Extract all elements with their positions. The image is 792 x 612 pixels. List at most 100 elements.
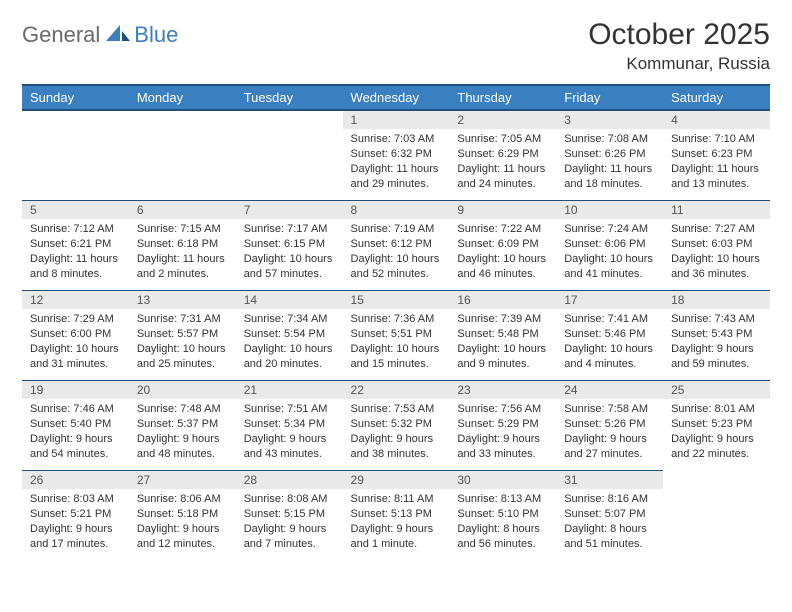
sunrise-line: Sunrise: 7:05 AM [457,132,548,147]
day-cell: 8Sunrise: 7:19 AMSunset: 6:12 PMDaylight… [343,200,450,290]
day-details: Sunrise: 8:03 AMSunset: 5:21 PMDaylight:… [22,489,129,557]
day-number: 11 [663,200,770,219]
logo: General Blue [22,22,178,48]
day-cell: 21Sunrise: 7:51 AMSunset: 5:34 PMDayligh… [236,380,343,470]
day-number: 16 [449,290,556,309]
sunrise-line: Sunrise: 7:48 AM [137,402,228,417]
sunset-line: Sunset: 5:40 PM [30,417,121,432]
daylight-line: Daylight: 11 hours and 8 minutes. [30,252,121,282]
sunset-line: Sunset: 6:23 PM [671,147,762,162]
sunrise-line: Sunrise: 8:01 AM [671,402,762,417]
day-number: 12 [22,290,129,309]
sunset-line: Sunset: 5:23 PM [671,417,762,432]
day-header: Wednesday [343,85,450,110]
day-details: Sunrise: 7:48 AMSunset: 5:37 PMDaylight:… [129,399,236,467]
daylight-line: Daylight: 9 hours and 48 minutes. [137,432,228,462]
day-number: 9 [449,200,556,219]
daylight-line: Daylight: 10 hours and 4 minutes. [564,342,655,372]
day-cell: 31Sunrise: 8:16 AMSunset: 5:07 PMDayligh… [556,470,663,560]
day-cell: 19Sunrise: 7:46 AMSunset: 5:40 PMDayligh… [22,380,129,470]
week-row: 26Sunrise: 8:03 AMSunset: 5:21 PMDayligh… [22,470,770,560]
sunset-line: Sunset: 5:15 PM [244,507,335,522]
sunrise-line: Sunrise: 8:11 AM [351,492,442,507]
day-details: Sunrise: 7:08 AMSunset: 6:26 PMDaylight:… [556,129,663,197]
sunset-line: Sunset: 6:26 PM [564,147,655,162]
daylight-line: Daylight: 10 hours and 46 minutes. [457,252,548,282]
day-cell [22,110,129,200]
day-cell: 23Sunrise: 7:56 AMSunset: 5:29 PMDayligh… [449,380,556,470]
sunset-line: Sunset: 6:09 PM [457,237,548,252]
day-details: Sunrise: 7:29 AMSunset: 6:00 PMDaylight:… [22,309,129,377]
day-details: Sunrise: 7:19 AMSunset: 6:12 PMDaylight:… [343,219,450,287]
day-details: Sunrise: 7:31 AMSunset: 5:57 PMDaylight:… [129,309,236,377]
sunrise-line: Sunrise: 8:06 AM [137,492,228,507]
day-number: 24 [556,380,663,399]
daylight-line: Daylight: 9 hours and 22 minutes. [671,432,762,462]
day-cell: 27Sunrise: 8:06 AMSunset: 5:18 PMDayligh… [129,470,236,560]
day-header: Friday [556,85,663,110]
sunset-line: Sunset: 5:26 PM [564,417,655,432]
day-cell: 17Sunrise: 7:41 AMSunset: 5:46 PMDayligh… [556,290,663,380]
sunset-line: Sunset: 6:06 PM [564,237,655,252]
sunset-line: Sunset: 5:21 PM [30,507,121,522]
day-details: Sunrise: 7:39 AMSunset: 5:48 PMDaylight:… [449,309,556,377]
sunset-line: Sunset: 5:10 PM [457,507,548,522]
sunrise-line: Sunrise: 8:16 AM [564,492,655,507]
day-number: 26 [22,470,129,489]
day-number: 22 [343,380,450,399]
day-details: Sunrise: 8:08 AMSunset: 5:15 PMDaylight:… [236,489,343,557]
day-cell: 4Sunrise: 7:10 AMSunset: 6:23 PMDaylight… [663,110,770,200]
day-details: Sunrise: 8:16 AMSunset: 5:07 PMDaylight:… [556,489,663,557]
sunset-line: Sunset: 5:18 PM [137,507,228,522]
day-details: Sunrise: 7:22 AMSunset: 6:09 PMDaylight:… [449,219,556,287]
day-number: 15 [343,290,450,309]
day-details: Sunrise: 7:27 AMSunset: 6:03 PMDaylight:… [663,219,770,287]
daylight-line: Daylight: 11 hours and 13 minutes. [671,162,762,192]
day-details: Sunrise: 7:41 AMSunset: 5:46 PMDaylight:… [556,309,663,377]
day-number: 13 [129,290,236,309]
daylight-line: Daylight: 9 hours and 7 minutes. [244,522,335,552]
day-details: Sunrise: 7:51 AMSunset: 5:34 PMDaylight:… [236,399,343,467]
day-details: Sunrise: 7:24 AMSunset: 6:06 PMDaylight:… [556,219,663,287]
daylight-line: Daylight: 10 hours and 31 minutes. [30,342,121,372]
daylight-line: Daylight: 11 hours and 29 minutes. [351,162,442,192]
day-number: 30 [449,470,556,489]
day-details: Sunrise: 7:34 AMSunset: 5:54 PMDaylight:… [236,309,343,377]
sunset-line: Sunset: 5:32 PM [351,417,442,432]
daylight-line: Daylight: 11 hours and 24 minutes. [457,162,548,192]
daylight-line: Daylight: 10 hours and 41 minutes. [564,252,655,282]
sunrise-line: Sunrise: 8:13 AM [457,492,548,507]
sunrise-line: Sunrise: 7:29 AM [30,312,121,327]
sunset-line: Sunset: 5:34 PM [244,417,335,432]
day-cell: 30Sunrise: 8:13 AMSunset: 5:10 PMDayligh… [449,470,556,560]
day-number: 2 [449,111,556,129]
sunrise-line: Sunrise: 7:34 AM [244,312,335,327]
page-header: General Blue October 2025 Kommunar, Russ… [22,18,770,74]
day-number: 18 [663,290,770,309]
day-number: 23 [449,380,556,399]
day-header: Tuesday [236,85,343,110]
sunset-line: Sunset: 6:15 PM [244,237,335,252]
day-details: Sunrise: 7:17 AMSunset: 6:15 PMDaylight:… [236,219,343,287]
sunrise-line: Sunrise: 7:15 AM [137,222,228,237]
sunset-line: Sunset: 5:29 PM [457,417,548,432]
sunrise-line: Sunrise: 7:53 AM [351,402,442,417]
sunrise-line: Sunrise: 7:43 AM [671,312,762,327]
day-cell: 18Sunrise: 7:43 AMSunset: 5:43 PMDayligh… [663,290,770,380]
day-cell [129,110,236,200]
daylight-line: Daylight: 9 hours and 38 minutes. [351,432,442,462]
day-details: Sunrise: 7:12 AMSunset: 6:21 PMDaylight:… [22,219,129,287]
day-header: Thursday [449,85,556,110]
day-cell: 6Sunrise: 7:15 AMSunset: 6:18 PMDaylight… [129,200,236,290]
calendar-table: SundayMondayTuesdayWednesdayThursdayFrid… [22,84,770,560]
daylight-line: Daylight: 10 hours and 36 minutes. [671,252,762,282]
sunrise-line: Sunrise: 7:39 AM [457,312,548,327]
daylight-line: Daylight: 10 hours and 20 minutes. [244,342,335,372]
day-details: Sunrise: 8:06 AMSunset: 5:18 PMDaylight:… [129,489,236,557]
sunrise-line: Sunrise: 8:03 AM [30,492,121,507]
day-number: 6 [129,200,236,219]
day-cell: 15Sunrise: 7:36 AMSunset: 5:51 PMDayligh… [343,290,450,380]
day-cell: 11Sunrise: 7:27 AMSunset: 6:03 PMDayligh… [663,200,770,290]
week-row: 5Sunrise: 7:12 AMSunset: 6:21 PMDaylight… [22,200,770,290]
day-cell: 12Sunrise: 7:29 AMSunset: 6:00 PMDayligh… [22,290,129,380]
